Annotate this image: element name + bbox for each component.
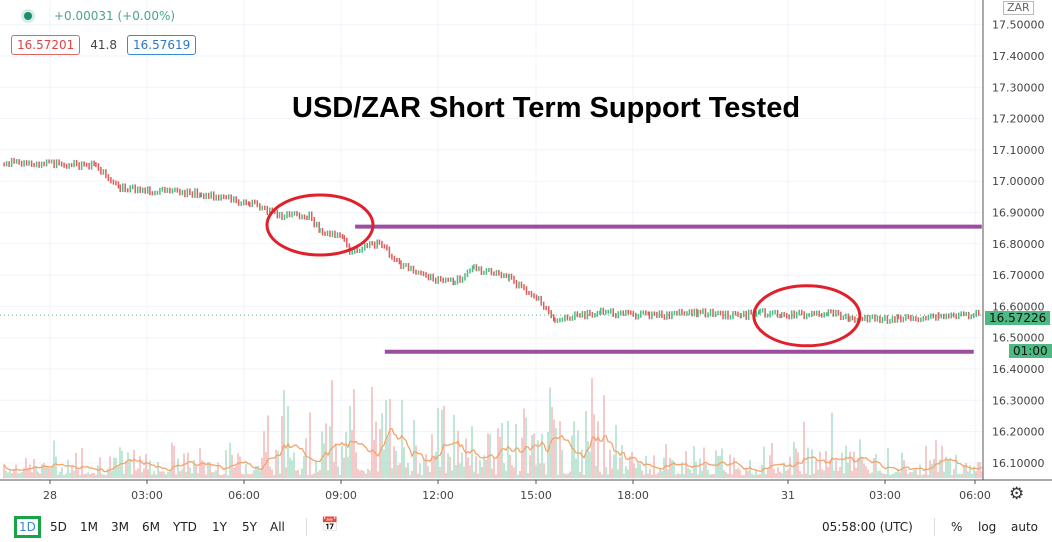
y-tick-label: 17.50000 — [992, 19, 1045, 32]
range-5d[interactable]: 5D — [50, 520, 67, 534]
change-text: +0.00031 (+0.00%) — [54, 9, 176, 23]
status-dot-icon — [24, 12, 32, 20]
y-tick-label: 17.30000 — [992, 81, 1045, 94]
range-1d[interactable]: 1D — [14, 516, 41, 538]
x-tick-label: 12:00 — [422, 489, 454, 502]
x-tick-label: 09:00 — [325, 489, 357, 502]
y-tick-label: 16.20000 — [992, 426, 1045, 439]
currency-label[interactable]: ZAR — [1003, 1, 1034, 15]
countdown-badge: 01:00 — [1009, 344, 1052, 358]
quote-boxes: 16.57201 41.8 16.57619 — [11, 35, 197, 55]
bottom-toolbar: 1D 5D 1M 3M 6M YTD 1Y 5Y All 📅 05:58:00 … — [0, 512, 1052, 542]
y-tick-label: 16.50000 — [992, 332, 1045, 345]
y-tick-label: 16.30000 — [992, 394, 1045, 407]
x-tick-label: 03:00 — [869, 489, 901, 502]
annotation-circle — [752, 284, 862, 348]
date-range-calendar-icon[interactable]: 📅 — [321, 517, 339, 533]
x-tick-label: 31 — [781, 489, 795, 502]
auto-toggle[interactable]: auto — [1011, 520, 1039, 534]
divider — [934, 518, 935, 536]
settings-gear-icon[interactable]: ⚙ — [1009, 484, 1025, 504]
current-price-badge: 16.57226 — [985, 311, 1051, 325]
y-tick-label: 16.90000 — [992, 207, 1045, 220]
range-6m[interactable]: 6M — [142, 520, 160, 534]
range-all[interactable]: All — [270, 520, 285, 534]
x-tick-label: 18:00 — [617, 489, 649, 502]
y-tick-label: 16.10000 — [992, 457, 1045, 470]
x-tick-label: 06:00 — [228, 489, 260, 502]
log-toggle[interactable]: log — [978, 520, 997, 534]
range-3m[interactable]: 3M — [111, 520, 129, 534]
chart-title: USD/ZAR Short Term Support Tested — [292, 92, 801, 124]
y-tick-label: 17.00000 — [992, 175, 1045, 188]
annotation-circle — [265, 193, 375, 257]
bid-price[interactable]: 16.57201 — [11, 35, 81, 55]
x-tick-label: 15:00 — [520, 489, 552, 502]
y-tick-label: 16.40000 — [992, 363, 1045, 376]
ask-price[interactable]: 16.57619 — [126, 35, 197, 55]
volume-moving-average-line — [3, 428, 983, 473]
x-tick-label: 03:00 — [131, 489, 163, 502]
y-tick-label: 16.80000 — [992, 238, 1045, 251]
y-tick-label: 16.70000 — [992, 269, 1045, 282]
x-tick-label: 28 — [43, 489, 57, 502]
price-chart[interactable]: 17.50000 17.40000 17.30000 17.20000 17.10000… — [0, 0, 1052, 512]
y-tick-label: 17.10000 — [992, 144, 1045, 157]
range-1m[interactable]: 1M — [80, 520, 98, 534]
utc-clock[interactable]: 05:58:00 (UTC) — [822, 520, 913, 534]
y-tick-label: 17.40000 — [992, 50, 1045, 63]
x-tick-label: 06:00 — [959, 489, 991, 502]
y-tick-label: 17.20000 — [992, 113, 1045, 126]
y-tick-label: 16.60000 — [992, 300, 1045, 313]
range-ytd[interactable]: YTD — [173, 520, 197, 534]
percent-toggle[interactable]: % — [951, 520, 963, 534]
spread-value: 41.8 — [90, 38, 117, 52]
range-1y[interactable]: 1Y — [212, 520, 227, 534]
legend: +0.00031 (+0.00%) — [18, 9, 175, 23]
divider — [306, 518, 307, 536]
range-5y[interactable]: 5Y — [242, 520, 257, 534]
